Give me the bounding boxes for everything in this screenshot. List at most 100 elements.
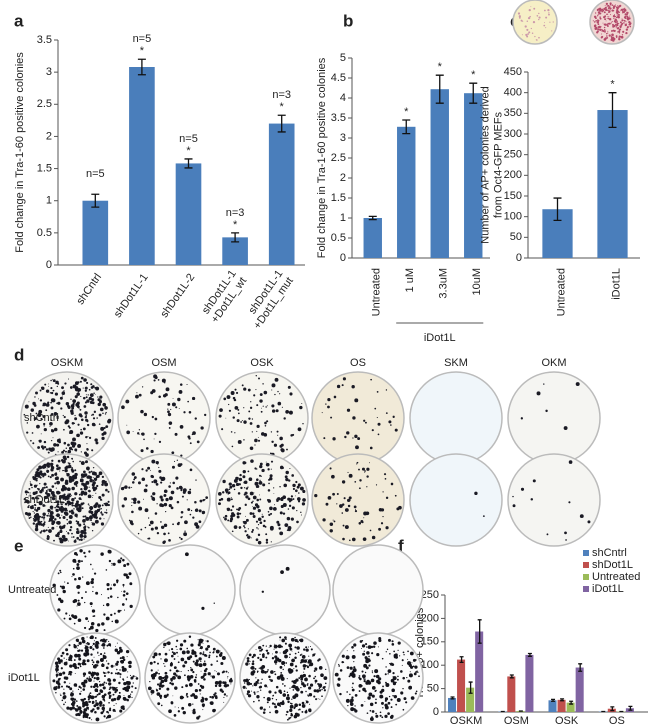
colony: [42, 512, 46, 517]
colony: [349, 666, 353, 670]
colony: [551, 30, 553, 32]
legend-swatch: [583, 550, 589, 556]
colony: [64, 382, 67, 385]
colony: [174, 432, 178, 436]
colony: [266, 701, 269, 704]
colony: [268, 482, 270, 485]
colony: [237, 492, 241, 495]
colony: [107, 418, 112, 423]
colony: [180, 516, 183, 519]
colony: [88, 471, 91, 474]
colony: [45, 495, 49, 499]
colony: [114, 690, 117, 694]
colony: [288, 717, 291, 720]
colony: [68, 462, 71, 465]
colony: [269, 506, 273, 511]
colony: [247, 486, 249, 488]
colony: [304, 677, 308, 682]
colony: [107, 596, 110, 599]
colony: [52, 679, 56, 683]
colony: [219, 408, 223, 412]
colony: [230, 509, 233, 512]
colony: [628, 17, 631, 20]
colony: [366, 475, 369, 478]
colony: [618, 38, 621, 41]
colony: [52, 379, 56, 383]
colony: [84, 701, 88, 705]
colony: [89, 519, 91, 521]
colony: [297, 709, 300, 711]
colony: [63, 390, 65, 392]
colony: [89, 646, 93, 650]
colony: [71, 486, 75, 491]
colony: [68, 617, 72, 621]
colony: [604, 15, 607, 18]
colony: [92, 479, 95, 482]
colony: [229, 517, 234, 521]
colony: [545, 409, 548, 413]
colony: [205, 640, 207, 642]
colony: [91, 671, 94, 674]
colony: [74, 552, 78, 556]
colony: [85, 480, 90, 485]
colony: [46, 469, 50, 473]
colony: [378, 527, 381, 531]
colony: [248, 679, 250, 681]
error-bar: [553, 197, 562, 222]
colony: [597, 14, 599, 16]
colony: [587, 520, 591, 524]
colony: [59, 693, 61, 695]
colony: [101, 436, 105, 440]
colony: [176, 648, 178, 650]
colony: [363, 517, 365, 519]
colony: [314, 682, 316, 684]
colony: [288, 479, 291, 482]
colony: [346, 650, 348, 652]
colony: [313, 670, 316, 673]
colony: [252, 500, 254, 503]
plate-dish: [311, 453, 405, 547]
colony: [96, 690, 99, 693]
error-bar: [578, 663, 583, 672]
colony: [37, 471, 41, 476]
colony: [250, 401, 252, 403]
colony: [385, 412, 388, 415]
colony: [52, 389, 55, 392]
colony: [93, 512, 98, 517]
colony: [116, 668, 118, 671]
colony: [281, 638, 286, 643]
colony: [198, 663, 203, 668]
colony: [107, 503, 110, 507]
colony: [98, 508, 101, 511]
colony: [318, 666, 323, 670]
colony: [61, 662, 63, 664]
colony: [131, 696, 133, 699]
colony: [102, 671, 105, 673]
colony: [337, 677, 341, 681]
colony: [346, 666, 350, 669]
colony: [286, 718, 289, 721]
colony: [244, 461, 247, 464]
colony: [76, 664, 78, 666]
colony: [86, 659, 90, 663]
colony: [196, 440, 200, 444]
colony: [195, 674, 198, 676]
bar: [82, 200, 109, 265]
colony: [165, 510, 167, 513]
colony: [99, 407, 104, 412]
colony: [67, 501, 72, 506]
bar: [397, 126, 416, 258]
colony: [621, 18, 623, 20]
colony: [102, 604, 105, 606]
colony: [73, 504, 75, 507]
colony: [612, 39, 615, 42]
colony: [82, 715, 85, 719]
colony: [72, 437, 76, 442]
colony: [260, 410, 263, 413]
colony: [128, 664, 132, 669]
colony: [275, 663, 277, 665]
bar: [575, 667, 584, 712]
colony: [102, 412, 104, 415]
colony: [322, 686, 326, 689]
colony: [611, 4, 614, 7]
